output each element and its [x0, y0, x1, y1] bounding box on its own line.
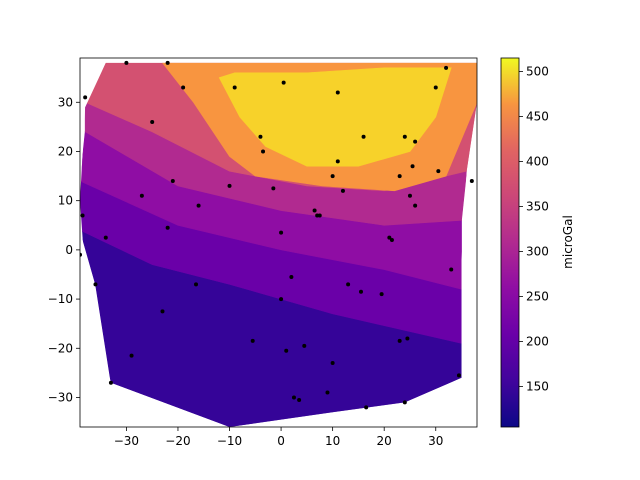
sample-point	[402, 400, 407, 405]
sample-point	[449, 267, 454, 272]
x-tick-label: −30	[114, 434, 139, 448]
sample-point	[160, 309, 165, 314]
y-tick-label: 10	[58, 194, 73, 208]
sample-point	[410, 164, 415, 169]
sample-point	[469, 179, 474, 183]
colorbar-gradient	[500, 57, 520, 428]
sample-point	[413, 139, 418, 144]
sample-point	[261, 149, 266, 154]
sample-point	[317, 213, 322, 218]
sample-point	[250, 338, 255, 343]
sample-point	[80, 213, 85, 218]
sample-point	[165, 225, 170, 230]
colorbar-tick-label: 350	[526, 200, 549, 214]
x-tick-label: 10	[325, 434, 340, 448]
plot-frame	[79, 57, 478, 428]
sample-point	[379, 292, 384, 297]
y-tick-label: 20	[58, 144, 73, 158]
contour-band-6	[218, 67, 452, 167]
sample-point	[124, 60, 129, 65]
sample-point	[181, 85, 186, 90]
colorbar-tick-label: 250	[526, 290, 549, 304]
sample-point	[139, 193, 144, 198]
sample-point	[330, 174, 335, 179]
sample-point	[194, 282, 199, 287]
sample-point	[407, 193, 412, 198]
sample-point	[80, 252, 82, 257]
sample-point	[312, 208, 317, 213]
sample-point	[279, 230, 284, 235]
sample-point	[103, 235, 108, 240]
sample-point	[291, 395, 296, 400]
sample-point	[281, 80, 286, 85]
sample-point	[108, 380, 113, 385]
sample-point	[436, 169, 441, 174]
sample-point	[302, 343, 307, 348]
sample-point	[387, 235, 392, 240]
sample-point	[289, 274, 294, 279]
sample-point	[297, 397, 302, 402]
sample-point	[83, 95, 88, 100]
colorbar-tick-label: 500	[526, 65, 549, 79]
sample-point	[165, 60, 170, 65]
sample-point	[325, 390, 330, 395]
y-tick-label: −10	[48, 292, 73, 306]
colorbar-tick-label: 150	[526, 380, 549, 394]
sample-point	[129, 353, 134, 358]
x-tick-label: 20	[377, 434, 392, 448]
sample-point	[284, 348, 289, 353]
sample-point	[361, 134, 366, 139]
sample-point	[402, 134, 407, 139]
y-axis: −30 −20 −10 0 10 20 30	[48, 95, 80, 404]
contour-band-group	[80, 62, 477, 427]
colorbar: 150 200 250 300 350 400 450 500 microGal	[500, 57, 575, 428]
sample-point	[335, 159, 340, 164]
y-tick-label: 0	[65, 243, 73, 257]
sample-point	[150, 119, 155, 124]
colorbar-ticks: 150 200 250 300 350 400 450 500	[519, 65, 549, 394]
plot-area: −30 −20 −10 0 10 20 30 −30 −20 −10 0 10 20 30	[48, 57, 478, 448]
sample-point	[397, 174, 402, 179]
sample-point	[232, 85, 237, 90]
sample-point	[340, 188, 345, 193]
x-tick-label: −20	[165, 434, 190, 448]
sample-point	[405, 336, 410, 341]
sample-point	[397, 338, 402, 343]
sample-point	[433, 85, 438, 90]
y-tick-label: −30	[48, 390, 73, 404]
contour-bands	[80, 62, 477, 427]
colorbar-tick-label: 300	[526, 245, 549, 259]
sample-point	[335, 90, 340, 95]
y-tick-label: 30	[58, 95, 73, 109]
sample-point	[330, 361, 335, 366]
sample-point	[358, 289, 363, 294]
colorbar-label: microGal	[561, 215, 575, 269]
sample-point	[227, 183, 232, 188]
sample-points	[80, 60, 474, 410]
sample-point	[170, 179, 175, 183]
sample-point	[389, 238, 394, 243]
x-tick-label: −10	[217, 434, 242, 448]
sample-point	[196, 203, 201, 208]
colorbar-tick-label: 200	[526, 335, 549, 349]
sample-point	[93, 282, 98, 287]
x-tick-label: 0	[277, 434, 285, 448]
sample-point	[271, 186, 276, 191]
x-axis: −30 −20 −10 0 10 20 30	[114, 427, 443, 448]
sample-point	[444, 65, 449, 70]
y-tick-label: −20	[48, 341, 73, 355]
sample-point	[413, 203, 418, 208]
sample-point	[346, 282, 351, 287]
colorbar-tick-label: 400	[526, 155, 549, 169]
sample-point	[279, 297, 284, 302]
sample-point	[364, 405, 369, 410]
x-tick-label: 30	[428, 434, 443, 448]
sample-point	[258, 134, 263, 139]
colorbar-tick-label: 450	[526, 110, 549, 124]
sample-point	[456, 373, 461, 378]
